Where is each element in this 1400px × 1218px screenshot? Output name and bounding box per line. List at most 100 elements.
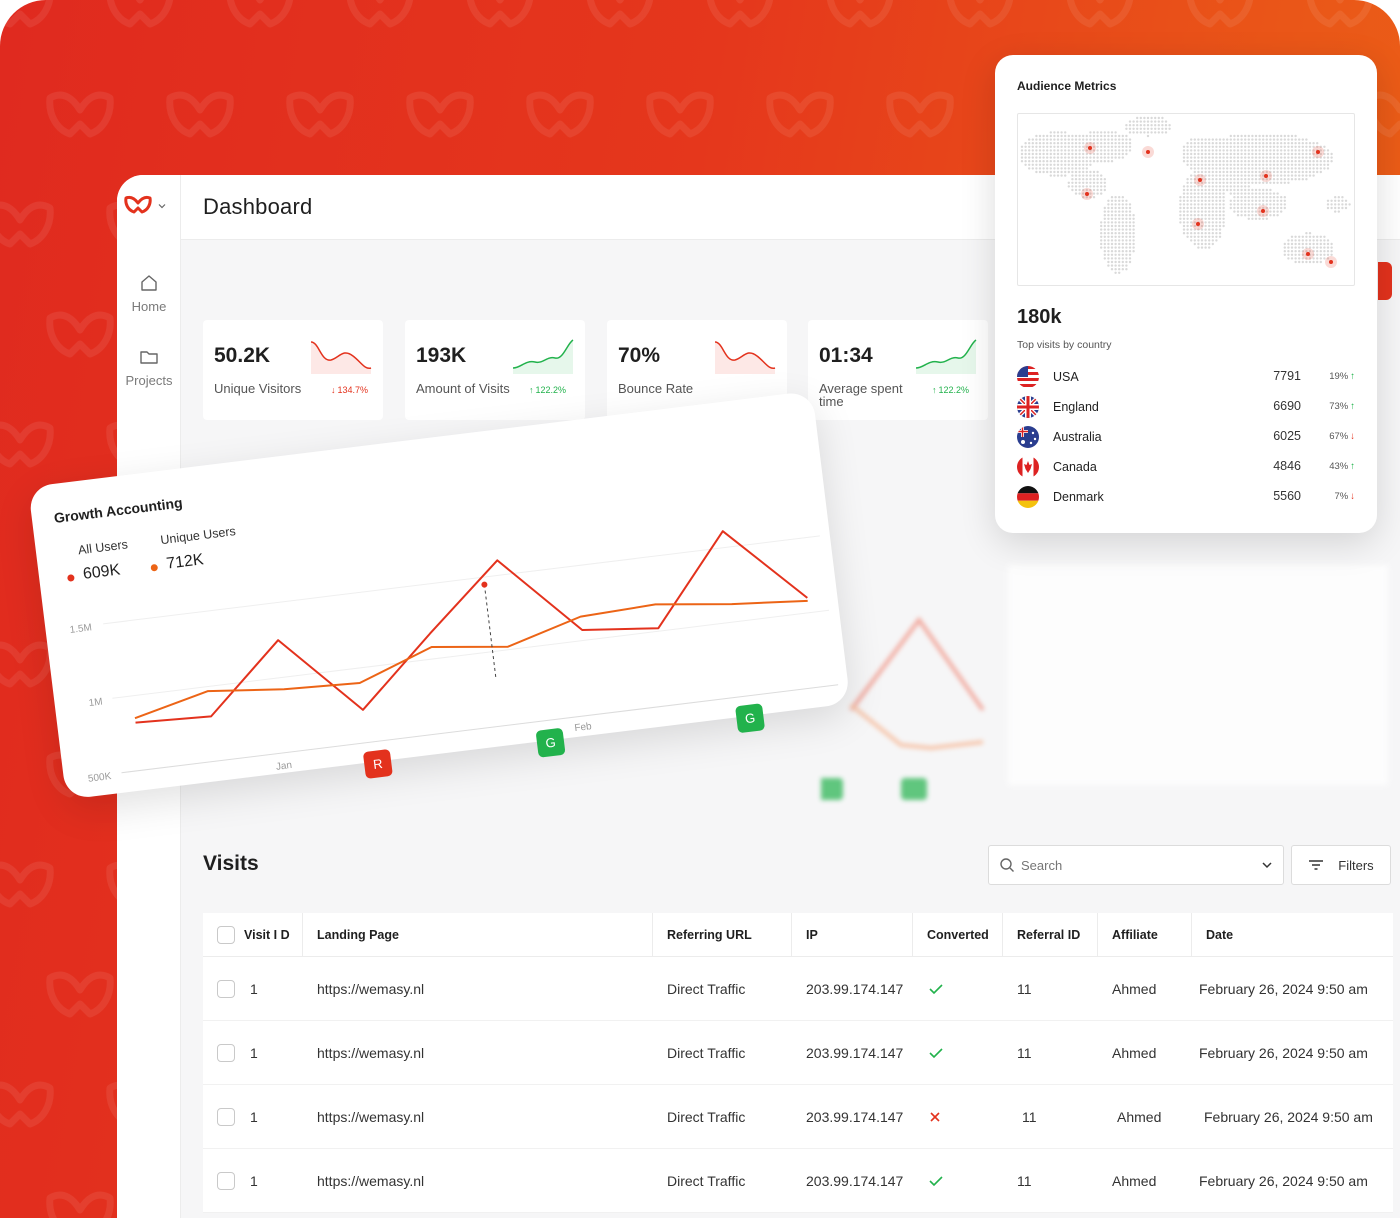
side-tab[interactable] (1378, 262, 1392, 300)
map-dot (1186, 152, 1189, 156)
map-dot (1283, 156, 1286, 159)
map-dot (1110, 210, 1114, 213)
map-dot (1240, 174, 1243, 177)
badge-g[interactable]: G (535, 727, 566, 758)
map-dot (1247, 149, 1250, 152)
map-dot (1074, 178, 1078, 181)
map-dot (1218, 221, 1222, 224)
map-dot (1211, 239, 1214, 242)
map-dot (1280, 163, 1283, 166)
map-dot (1280, 181, 1283, 184)
column-header-landing-page[interactable]: Landing Page (317, 927, 399, 942)
map-dot (1125, 217, 1128, 220)
map-dot (1096, 178, 1099, 181)
map-dot (1262, 145, 1265, 148)
cell-landing-page[interactable]: https://wemasy.nl (317, 1172, 425, 1189)
row-checkbox[interactable] (217, 1149, 235, 1212)
map-dot (1100, 221, 1103, 224)
map-dot (1197, 203, 1200, 206)
map-dot (1067, 156, 1070, 159)
map-dot (1085, 138, 1088, 141)
map-dot (1247, 217, 1250, 220)
map-dot (1103, 138, 1106, 141)
column-header-affiliate[interactable]: Affiliate (1112, 927, 1158, 942)
map-dot (1334, 206, 1337, 210)
map-dot (1161, 131, 1164, 134)
map-dot (1125, 138, 1128, 141)
map-dot (1326, 156, 1330, 159)
map-dot (1215, 228, 1218, 231)
map-dot (1064, 131, 1067, 134)
table-row[interactable]: 1 https://wemasy.nl Direct Traffic 203.99.1… (203, 1149, 1393, 1213)
table-row[interactable]: 1 https://wemasy.nl Direct Traffic 203.99.1… (203, 1021, 1393, 1085)
map-dot (1028, 138, 1031, 141)
stat-label: Bounce Rate (618, 381, 694, 396)
map-dot (1042, 163, 1045, 166)
map-dot (1290, 253, 1294, 256)
map-dot (1287, 178, 1290, 181)
map-dot (1316, 142, 1319, 145)
map-dot (1244, 181, 1247, 184)
map-dot (1204, 214, 1207, 217)
pattern-logo-shape (766, 91, 834, 138)
select-all-checkbox[interactable] (217, 913, 235, 956)
map-dot (1218, 149, 1222, 152)
column-header-date[interactable]: Date (1206, 927, 1234, 942)
map-dot (1211, 188, 1214, 192)
map-dot (1247, 142, 1250, 145)
map-dot (1125, 142, 1128, 145)
map-dot (1114, 260, 1117, 264)
row-checkbox[interactable] (217, 1021, 235, 1084)
map-dot (1222, 152, 1225, 156)
cell-landing-page[interactable]: https://wemasy.nl (317, 1044, 425, 1061)
column-header-visit-id[interactable]: Visit I D (244, 927, 290, 942)
badge-r[interactable]: R (362, 748, 393, 779)
row-checkbox[interactable] (217, 1085, 235, 1148)
map-dot (1128, 203, 1132, 206)
column-header-converted[interactable]: Converted (927, 927, 989, 942)
filters-button[interactable]: Filters (1291, 845, 1391, 885)
map-dot (1024, 163, 1027, 166)
map-dot (1276, 199, 1279, 202)
map-dot (1161, 116, 1164, 120)
map-dot (1125, 242, 1128, 246)
map-dot (1334, 203, 1337, 206)
table-row[interactable]: 1 https://wemasy.nl Direct Traffic 203.99.1… (203, 1085, 1393, 1149)
cell-converted (929, 1021, 943, 1084)
column-header-ip[interactable]: IP (806, 927, 818, 942)
map-dot (1240, 138, 1243, 141)
map-dot (1193, 217, 1196, 220)
column-header-referring-url[interactable]: Referring URL (667, 927, 752, 942)
map-dot (1226, 145, 1229, 148)
brand-menu[interactable] (123, 195, 167, 217)
table-row[interactable]: 1 https://wemasy.nl Direct Traffic 203.99.1… (203, 957, 1393, 1021)
map-dot (1150, 116, 1153, 120)
search-field[interactable] (1021, 857, 1261, 873)
map-dot (1121, 268, 1124, 271)
map-dot (1103, 224, 1106, 228)
map-dot (1265, 192, 1268, 195)
column-header-referral-id[interactable]: Referral ID (1017, 927, 1081, 942)
map-dot (1046, 160, 1049, 163)
map-dot (1301, 160, 1304, 163)
map-dot (1269, 174, 1272, 177)
map-dot (1200, 199, 1204, 202)
audience-metrics-card: Audience Metrics 180k Top visits by coun… (995, 55, 1377, 533)
sidebar-item-home[interactable]: Home (117, 273, 181, 314)
map-dot (1186, 185, 1189, 188)
map-dot (1182, 145, 1186, 148)
map-dot (1312, 142, 1315, 145)
map-dot (1125, 228, 1128, 231)
chevron-down-icon[interactable] (1261, 859, 1273, 871)
cell-visit-id: 1 (250, 1108, 258, 1125)
cell-landing-page[interactable]: https://wemasy.nl (317, 1108, 425, 1125)
map-dot (1240, 134, 1243, 138)
cell-landing-page[interactable]: https://wemasy.nl (317, 980, 425, 997)
map-dot (1100, 181, 1103, 184)
search-input[interactable] (988, 845, 1284, 885)
sidebar-item-projects[interactable]: Projects (117, 347, 181, 388)
badge-g[interactable]: G (735, 703, 766, 734)
row-checkbox[interactable] (217, 957, 235, 1020)
map-dot (1276, 206, 1279, 210)
map-dot (1251, 206, 1254, 210)
